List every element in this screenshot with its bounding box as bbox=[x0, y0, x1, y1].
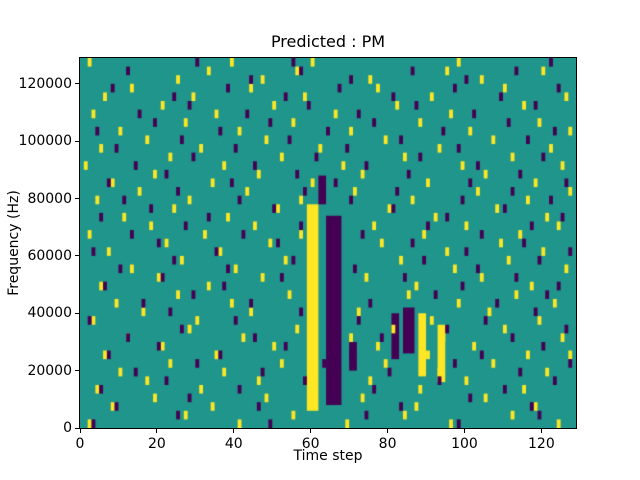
x-tick-mark bbox=[156, 429, 158, 433]
y-tick-mark bbox=[75, 83, 79, 85]
x-tick-mark bbox=[387, 429, 389, 433]
y-tick-mark bbox=[75, 140, 79, 142]
x-tick-mark bbox=[310, 429, 312, 433]
y-tick-mark bbox=[75, 427, 79, 429]
y-tick-mark bbox=[75, 198, 79, 200]
y-tick-mark bbox=[75, 370, 79, 372]
x-axis-label: Time step bbox=[293, 448, 363, 464]
y-tick-label: 100000 bbox=[18, 133, 72, 150]
x-tick-label: 120 bbox=[528, 436, 555, 452]
x-tick-mark bbox=[233, 429, 235, 433]
y-tick-label: 20000 bbox=[27, 362, 72, 379]
x-tick-label: 100 bbox=[451, 436, 478, 452]
plot-area bbox=[79, 57, 577, 429]
y-tick-mark bbox=[75, 255, 79, 257]
y-tick-label: 60000 bbox=[27, 247, 72, 264]
x-tick-label: 40 bbox=[224, 436, 243, 452]
y-tick-mark bbox=[75, 312, 79, 314]
heatmap-canvas bbox=[80, 58, 576, 428]
x-tick-mark bbox=[463, 429, 465, 433]
x-tick-label: 80 bbox=[378, 436, 397, 452]
x-tick-label: 20 bbox=[147, 436, 166, 452]
x-tick-mark bbox=[540, 429, 542, 433]
x-tick-mark bbox=[79, 429, 81, 433]
chart-title: Predicted : PM bbox=[270, 32, 386, 51]
x-tick-label: 0 bbox=[75, 436, 85, 452]
y-tick-label: 40000 bbox=[27, 305, 72, 322]
y-tick-label: 80000 bbox=[27, 190, 72, 207]
y-tick-label: 0 bbox=[63, 420, 72, 436]
y-tick-label: 120000 bbox=[18, 75, 72, 92]
x-tick-label: 60 bbox=[301, 436, 320, 452]
